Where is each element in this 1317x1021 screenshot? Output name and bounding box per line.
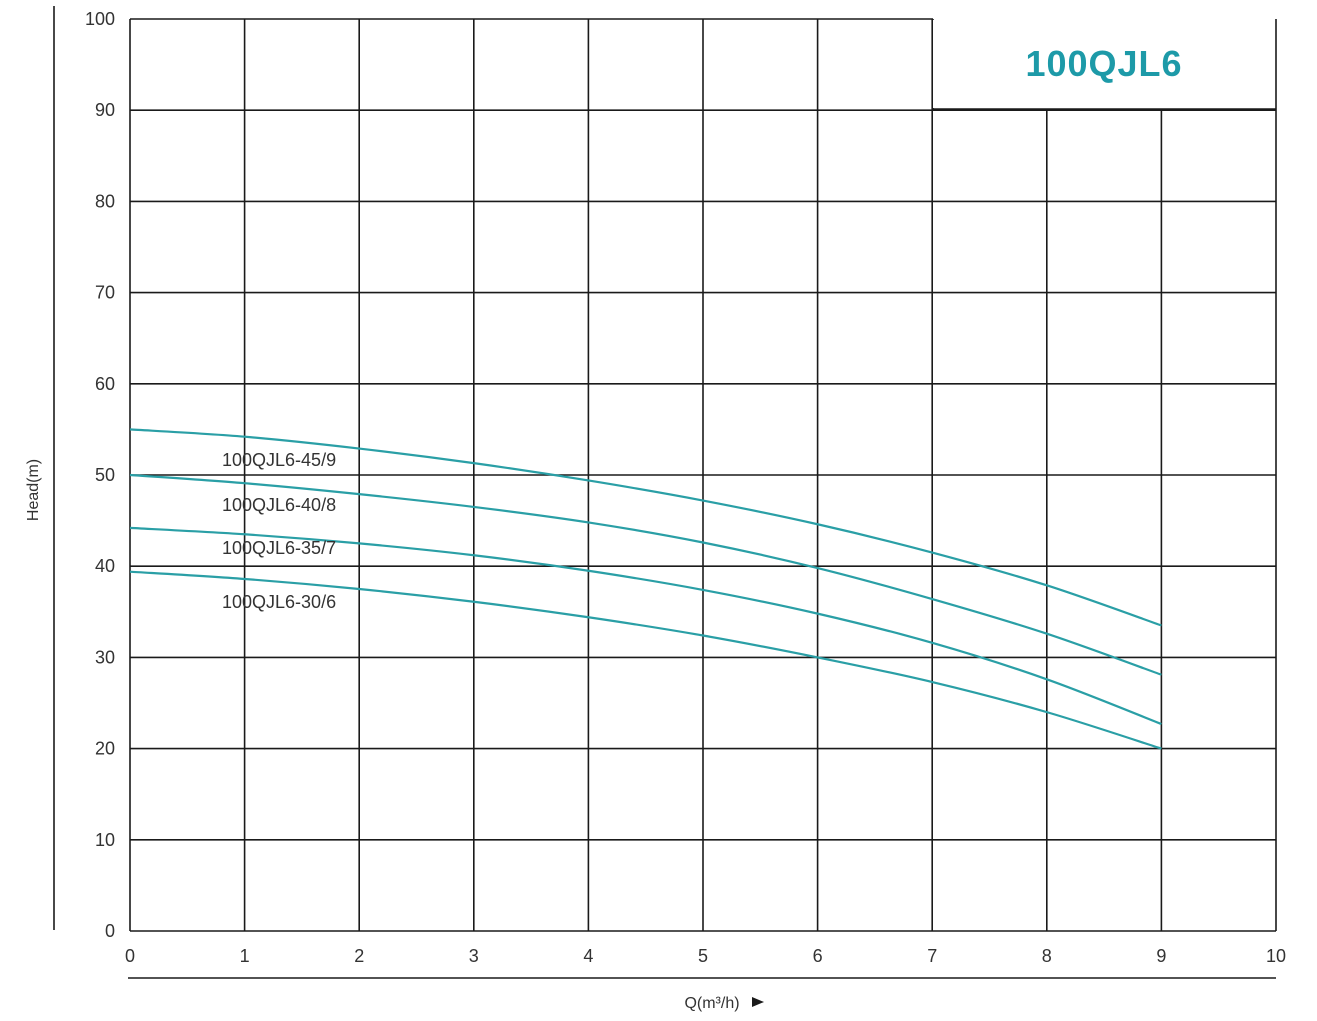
y-tick-label: 20 bbox=[95, 739, 115, 759]
x-tick-label: 3 bbox=[469, 946, 479, 966]
chart-title-box: 100QJL6 bbox=[933, 20, 1275, 108]
series-label: 100QJL6-45/9 bbox=[222, 450, 336, 470]
y-tick-label: 30 bbox=[95, 647, 115, 667]
x-tick-label: 8 bbox=[1042, 946, 1052, 966]
x-tick-label: 1 bbox=[240, 946, 250, 966]
series-label: 100QJL6-35/7 bbox=[222, 538, 336, 558]
y-tick-label: 90 bbox=[95, 100, 115, 120]
x-tick-label: 0 bbox=[125, 946, 135, 966]
performance-curve bbox=[129, 473, 1162, 676]
x-tick-label: 5 bbox=[698, 946, 708, 966]
y-tick-label: 100 bbox=[85, 9, 115, 29]
performance-curve bbox=[129, 428, 1162, 627]
y-tick-label: 50 bbox=[95, 465, 115, 485]
y-tick-label: 0 bbox=[105, 921, 115, 941]
x-axis-label: Q(m³/h) bbox=[684, 995, 739, 1012]
x-tick-label: 7 bbox=[927, 946, 937, 966]
title-box-background bbox=[933, 20, 1275, 108]
y-tick-labels: 0 10 20 30 40 50 60 70 80 90 100 bbox=[85, 9, 115, 941]
y-axis-label: Head(m) bbox=[25, 459, 42, 521]
x-tick-labels: 0 1 2 3 4 5 6 7 8 9 10 bbox=[125, 946, 1286, 966]
y-tick-label: 10 bbox=[95, 830, 115, 850]
series-labels: 100QJL6-45/9 100QJL6-40/8 100QJL6-35/7 100Q… bbox=[222, 450, 336, 612]
chart-title: 100QJL6 bbox=[1025, 43, 1182, 84]
performance-curve bbox=[129, 526, 1162, 726]
x-tick-label: 2 bbox=[354, 946, 364, 966]
x-tick-label: 4 bbox=[583, 946, 593, 966]
y-tick-label: 70 bbox=[95, 283, 115, 303]
x-tick-label: 6 bbox=[813, 946, 823, 966]
series-label: 100QJL6-40/8 bbox=[222, 495, 336, 515]
y-tick-label: 80 bbox=[95, 191, 115, 211]
y-tick-label: 40 bbox=[95, 556, 115, 576]
series-label: 100QJL6-30/6 bbox=[222, 592, 336, 612]
x-axis-arrow-icon bbox=[752, 997, 764, 1007]
performance-curve bbox=[129, 570, 1162, 750]
x-tick-label: 9 bbox=[1156, 946, 1166, 966]
chart-grid bbox=[129, 18, 1277, 932]
x-tick-label: 10 bbox=[1266, 946, 1286, 966]
y-tick-label: 60 bbox=[95, 374, 115, 394]
performance-curves bbox=[129, 428, 1162, 750]
